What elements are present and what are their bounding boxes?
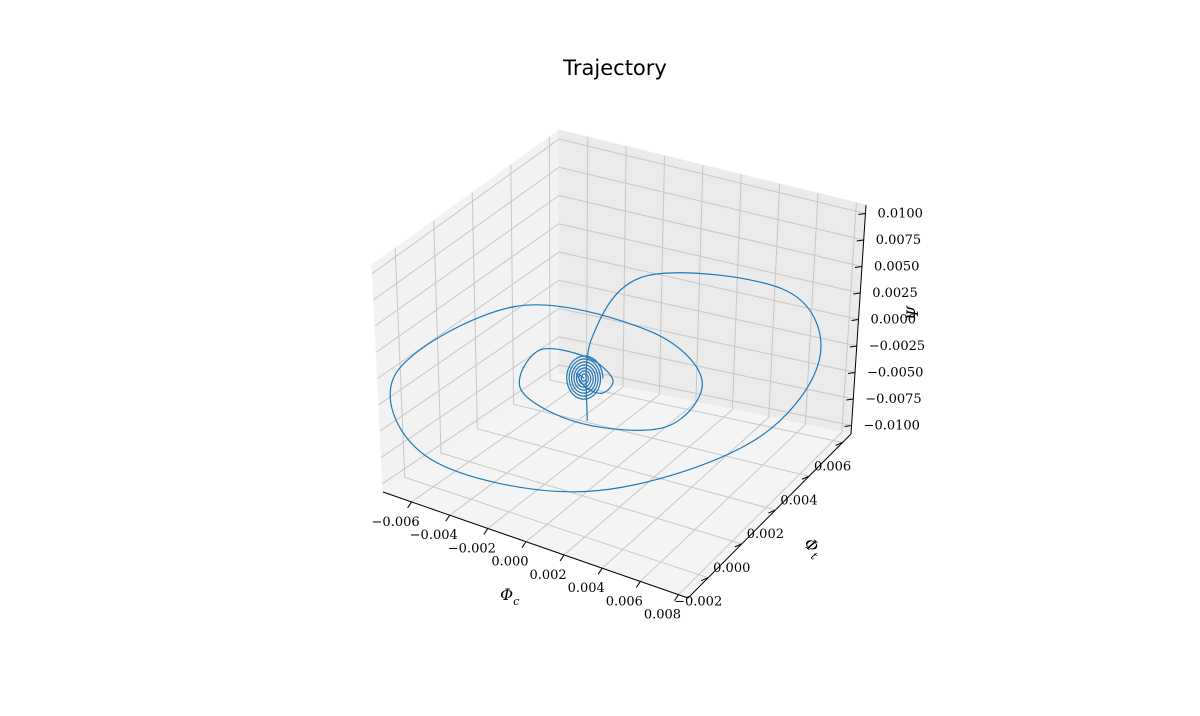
z-tick [853,292,861,295]
z-tick [856,239,864,242]
y-tick [835,441,843,446]
y-tick-label: 0.006 [814,459,851,474]
x-tick-label: −0.004 [410,528,458,543]
grid-line-x [449,146,627,516]
x-tick [483,528,489,535]
grid-line-y [510,164,810,477]
z-axis-label: Ψ [903,305,922,320]
grid-line-z [379,307,856,432]
grid-line-x [601,183,781,569]
grid-line-x [487,155,666,529]
x-tick [674,594,679,601]
y-axis-label: Φt [798,534,826,563]
grid-line-z [378,279,857,406]
z-tick-label: −0.0050 [867,366,923,381]
grid-line-x [678,202,857,596]
trajectory-line [389,272,822,493]
z-tick [858,212,866,215]
x-tick [407,501,413,509]
z-tick [849,345,857,348]
y-tick-label: −0.002 [674,595,722,610]
z-tick-label: −0.0075 [865,392,921,407]
x-tick [635,581,641,588]
trajectory-core-spiral [566,355,604,400]
x-tick-label: 0.002 [529,568,566,583]
z-tick [844,425,852,428]
grid-line-x [639,193,819,582]
z-tick-label: 0.0075 [876,233,922,248]
y-tick [801,475,810,480]
x-tick [521,541,527,548]
x-tick-label: 0.000 [491,555,528,570]
y-axis-line [687,433,852,599]
z-tick-label: 0.0025 [872,286,918,301]
z-tick [847,372,856,375]
z-tick [851,319,859,321]
grid-lines [372,136,866,596]
z-tick-label: 0.0050 [874,259,920,274]
trajectory-series [389,272,822,493]
x-tick [445,514,451,522]
z-tick [854,265,863,268]
chart-title: Trajectory [563,56,667,80]
grid-line-x [563,174,742,556]
x-tick-label: 0.008 [644,608,681,623]
grid-line-y [433,220,742,545]
y-tick-label: 0.004 [780,493,817,508]
tick-marks: −0.006−0.004−0.0020.0000.0020.0040.0060.… [372,206,926,622]
z-tick-label: −0.0025 [869,339,925,354]
z-tick-label: 0.0100 [877,206,923,221]
y-tick [700,577,709,582]
grid-line-z [382,364,852,485]
grid-line-y [548,136,843,443]
x-tick [597,567,603,575]
z-tick [846,398,854,401]
x-tick-label: −0.002 [448,541,496,556]
x-tick [559,554,565,562]
y-tick [734,543,742,548]
x-tick-label: 0.004 [568,581,605,596]
y-tick [768,509,776,514]
z-tick-label: 0.0000 [871,313,917,328]
grid-line-z [377,251,859,379]
grid-line-y [471,192,776,511]
z-tick-label: −0.0100 [864,419,920,434]
x-tick-label: 0.006 [606,594,643,609]
grid-line-z [374,194,863,327]
x-axis-label: Φc [500,585,519,608]
x-tick-label: −0.006 [372,515,420,530]
y-tick-label: 0.002 [747,527,784,542]
grid-line-z [381,336,854,458]
grid-line-z [373,166,864,301]
y-tick-label: 0.000 [713,561,750,576]
grid-line-z [372,138,866,274]
x-axis-line [382,491,689,599]
grid-line-z [375,223,861,353]
grid-line-y [394,248,709,579]
